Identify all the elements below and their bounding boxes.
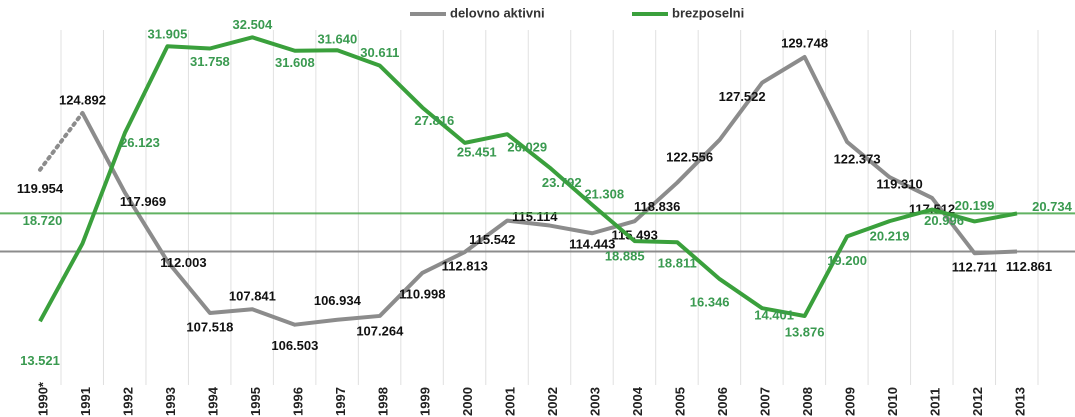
data-label: 122.373 [834,151,881,166]
data-label: 25.451 [457,144,497,159]
data-label: 107.264 [356,323,404,338]
data-label: 31.758 [190,54,230,69]
x-tick-label: 2004 [630,386,645,416]
data-label: 112.813 [442,258,488,273]
data-label: 32.504 [233,17,274,32]
x-tick-label: 2008 [800,387,815,416]
x-tick-label: 1993 [163,387,178,416]
data-label: 114.443 [569,237,615,252]
data-label: 18.720 [23,213,63,228]
x-tick-label: 2011 [927,388,942,416]
x-tick-label: 1995 [248,387,263,416]
data-label: 31.905 [148,27,188,42]
data-label: 30.611 [360,45,399,60]
x-tick-label: 1990* [35,381,50,416]
x-tick-label: 2000 [460,387,475,416]
data-label: 129.748 [781,35,828,50]
data-label: 106.503 [271,338,318,353]
data-label: 13.876 [785,324,825,339]
data-label: 14.401 [754,308,794,323]
x-tick-label: 2006 [715,387,730,416]
legend-label: brezposelni [672,5,744,20]
data-label: 122.556 [666,149,713,164]
data-label: 115.114 [512,209,558,224]
data-label: 112.003 [160,255,206,270]
x-tick-label: 2012 [970,387,985,416]
x-tick-label: 1997 [333,387,348,416]
data-label: 20.996 [924,213,964,228]
legend-label: delovno aktivni [450,5,545,20]
data-label: 23.792 [542,175,582,190]
x-tick-label: 2007 [758,387,773,416]
data-label: 26.123 [120,135,160,150]
data-label: 20.199 [955,198,995,213]
data-label: 127.522 [719,89,766,104]
x-tick-label: 2009 [843,387,858,416]
data-label: 16.346 [690,295,730,310]
data-label: 18.885 [605,249,645,264]
x-tick-label: 2003 [588,387,603,416]
data-label: 106.934 [314,293,362,308]
data-label: 119.954 [17,181,64,196]
data-label: 13.521 [20,353,60,368]
data-label: 19.200 [827,253,867,268]
x-tick-label: 1996 [290,387,305,416]
data-label: 26.029 [507,140,547,155]
x-tick-label: 2001 [503,387,518,416]
data-label: 107.518 [186,319,233,334]
data-label: 20.734 [1032,199,1073,214]
data-label: 110.998 [399,286,445,301]
dotted-segment [38,110,85,172]
x-tick-label: 2013 [1012,387,1027,416]
x-tick-label: 1991 [78,387,93,416]
data-label: 31.608 [275,55,315,70]
x-tick-label: 1994 [205,386,220,416]
data-label: 20.219 [870,229,910,244]
data-label: 124.892 [59,92,106,107]
data-label: 119.310 [876,177,922,192]
data-label: 112.861 [1006,259,1052,274]
x-tick-label: 2002 [545,387,560,416]
x-tick-label: 1992 [120,387,135,416]
x-tick-label: 2010 [885,387,900,416]
x-tick-label: 2005 [673,387,688,416]
x-tick-label: 1998 [375,387,390,416]
x-tick-label: 1999 [418,387,433,416]
data-label: 118.836 [634,199,680,214]
series-line [80,55,1018,327]
data-label: 115.542 [469,232,515,247]
series-line [38,35,1018,323]
data-label: 117.969 [120,194,166,209]
data-label: 31.640 [317,32,357,47]
data-label: 27.816 [414,113,454,128]
data-label: 18.811 [658,256,697,271]
data-label: 21.308 [584,186,624,201]
data-label: 112.711 [952,260,998,275]
data-label: 107.841 [229,289,276,304]
